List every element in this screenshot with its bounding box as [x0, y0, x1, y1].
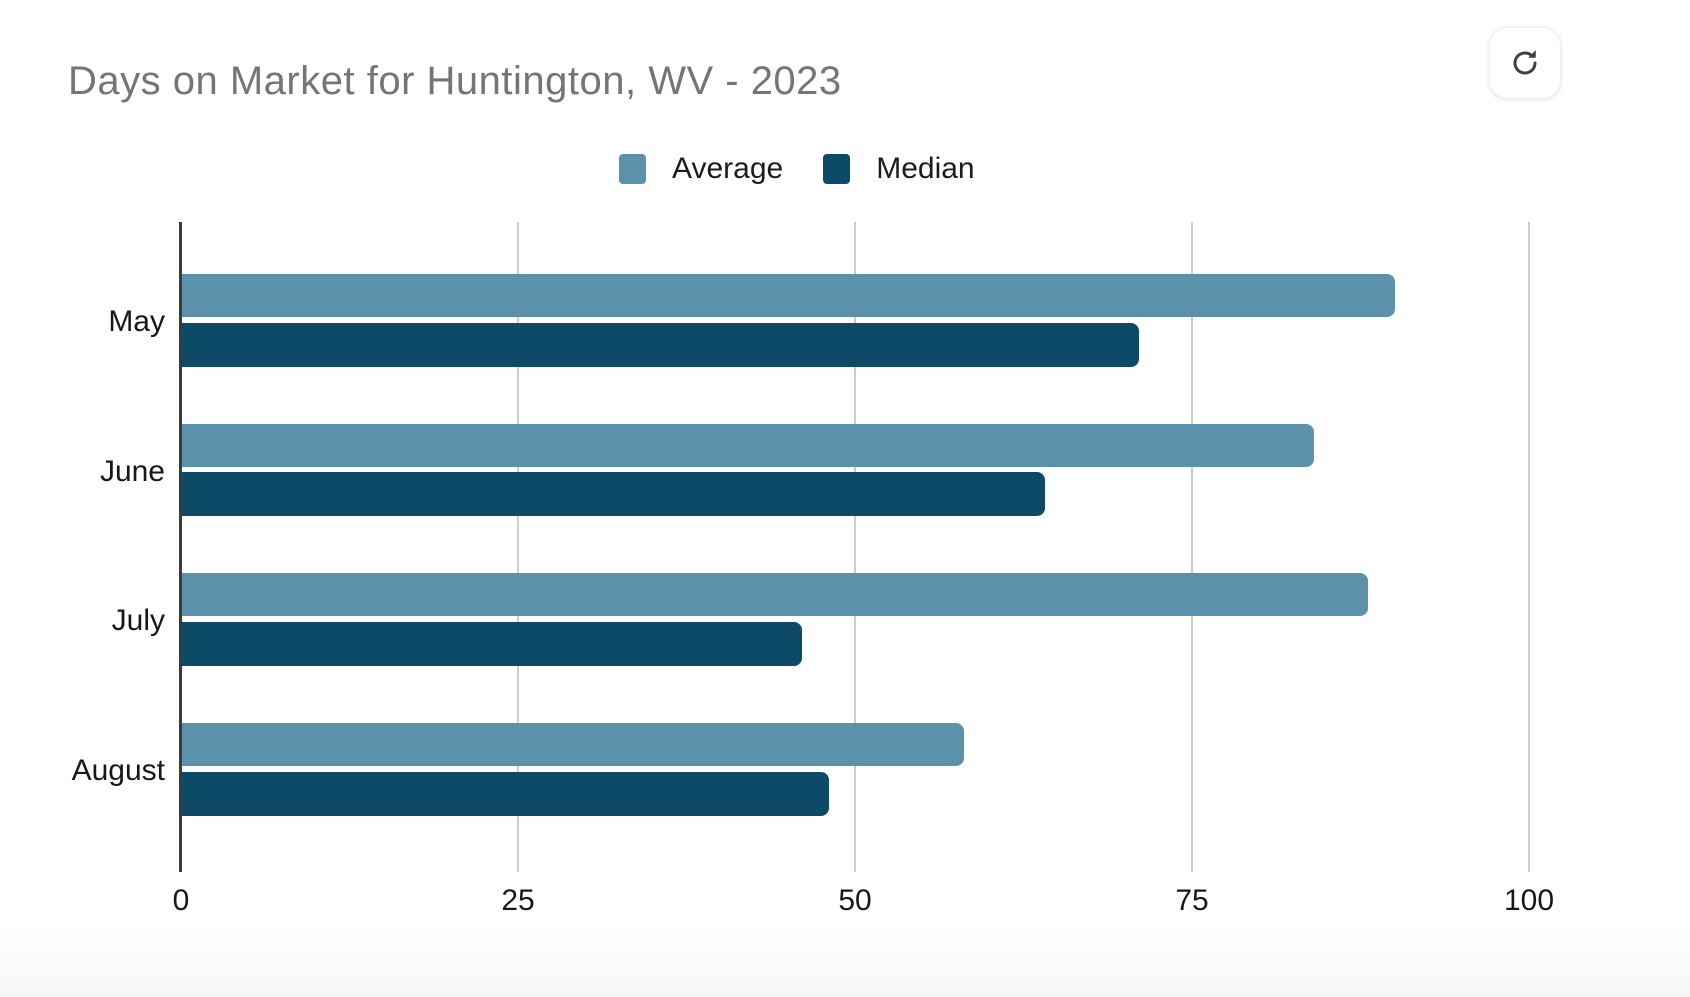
legend-label: Median [876, 152, 975, 185]
legend-swatch [619, 154, 646, 184]
legend-item-median[interactable]: Median [823, 152, 975, 186]
chart-legend: Average Median [619, 152, 975, 186]
x-tick-label: 50 [838, 884, 872, 917]
chart-title: Days on Market for Huntington, WV - 2023 [68, 59, 842, 103]
bar-august-average[interactable] [182, 723, 964, 767]
bar-june-median[interactable] [182, 472, 1045, 517]
y-category-label: July [111, 604, 165, 638]
x-tick-label: 100 [1503, 884, 1555, 917]
x-tick-label: 0 [172, 884, 190, 917]
legend-swatch [823, 154, 851, 184]
gridline-x-75 [1191, 222, 1193, 872]
bar-june-average[interactable] [182, 423, 1315, 467]
bar-may-median[interactable] [182, 322, 1140, 367]
x-tick-label: 75 [1175, 884, 1209, 917]
legend-item-average[interactable]: Average [619, 152, 783, 186]
legend-label: Average [672, 152, 784, 185]
bar-july-average[interactable] [182, 573, 1369, 617]
y-category-label: August [71, 754, 165, 788]
y-category-label: May [108, 305, 165, 338]
bar-may-average[interactable] [182, 274, 1396, 317]
bar-july-median[interactable] [182, 621, 803, 666]
gridline-x-100 [1528, 222, 1530, 872]
gridline-x-25 [517, 222, 519, 872]
gridline-x-50 [854, 222, 856, 872]
refresh-icon [1513, 50, 1537, 75]
bar-august-median[interactable] [182, 771, 830, 816]
refresh-button[interactable] [1489, 27, 1561, 99]
y-category-label: June [99, 454, 165, 488]
x-tick-label: 25 [501, 884, 535, 917]
y-axis-line [179, 222, 182, 872]
